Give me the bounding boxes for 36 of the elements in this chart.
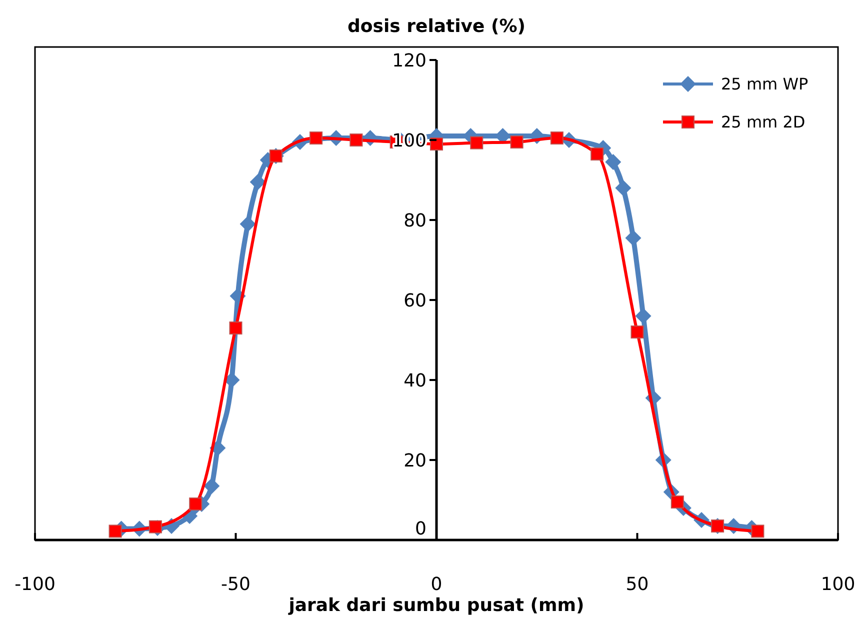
point [189,498,202,510]
x-tick-label: 100 [820,574,856,595]
point [550,132,564,144]
point [510,136,524,148]
legend-label: 25 mm 2D [721,112,806,132]
point [670,496,684,508]
point [204,478,220,494]
x-axis-title: jarak dari sumbu pusat (mm) [288,595,584,616]
point [229,322,242,334]
chart-title: dosis relative (%) [348,16,526,37]
x-tick-label: -50 [221,574,250,595]
point [310,132,323,144]
point [470,136,484,150]
point [605,154,622,170]
point [350,134,363,146]
x-tick-label: 50 [626,574,649,595]
point [615,180,632,196]
y-tick-label: 60 [404,290,426,312]
y-tick-label: 120 [392,50,426,72]
legend-label: 25 mm WP [721,74,809,94]
x-tick-label: -100 [14,574,56,595]
x-tick-label: 0 [430,574,442,595]
y-tick-label: 40 [404,370,426,392]
point [625,230,642,246]
point [240,216,256,232]
point [250,174,266,190]
point [108,524,122,538]
point [751,524,764,538]
point [630,326,644,338]
y-tick-label: 0 [415,518,426,540]
y-tick-label: 20 [404,450,426,472]
point [635,308,652,324]
y-tick-label: 80 [404,210,426,232]
point [148,520,162,534]
point [430,138,443,150]
point [590,148,604,160]
